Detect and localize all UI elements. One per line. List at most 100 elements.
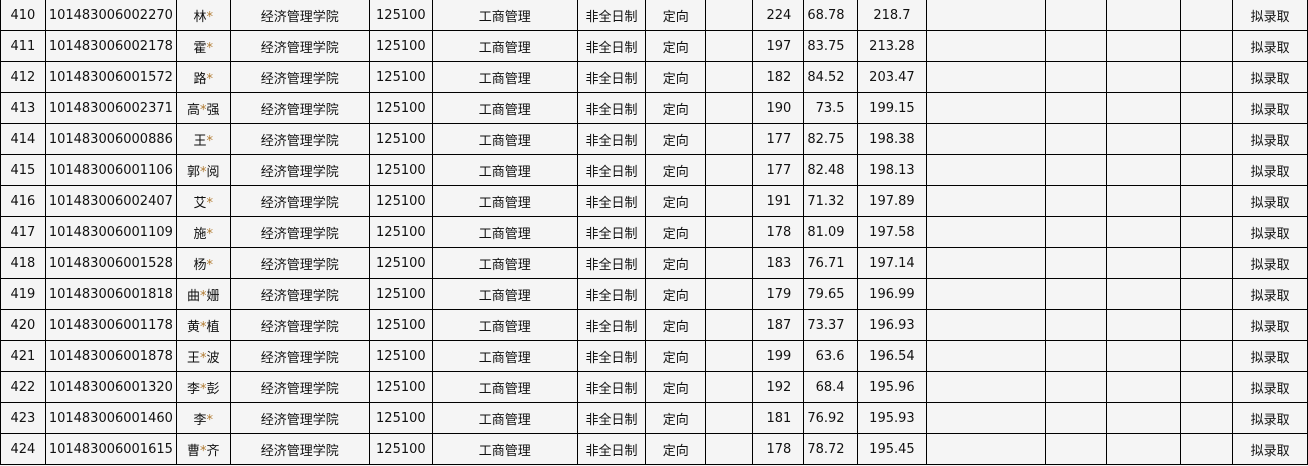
score-retest: 83.75	[803, 30, 858, 62]
row-number: 419	[0, 278, 46, 310]
row-number: 417	[0, 216, 46, 248]
empty-cell	[705, 154, 753, 186]
enrollment-type: 定向	[645, 61, 707, 93]
score-retest: 82.75	[803, 123, 858, 155]
empty-cell	[926, 371, 1046, 403]
candidate-name: 李*彭	[175, 371, 231, 403]
admission-status: 拟录取	[1232, 247, 1308, 279]
study-mode: 非全日制	[576, 154, 647, 186]
total-score: 203.47	[856, 61, 928, 93]
name-surname: 曹	[187, 443, 201, 459]
total-score: 213.28	[856, 30, 928, 62]
empty-cell	[926, 433, 1046, 465]
empty-cell	[1179, 154, 1234, 186]
enrollment-type: 定向	[645, 278, 707, 310]
candidate-id: 101483006001320	[44, 371, 177, 403]
empty-cell	[1044, 30, 1107, 62]
enrollment-type: 定向	[645, 402, 707, 434]
empty-cell	[926, 61, 1046, 93]
name-surname: 黄	[187, 319, 201, 335]
college: 经济管理学院	[229, 123, 370, 155]
empty-cell	[926, 123, 1046, 155]
mask-asterisk: *	[200, 319, 207, 335]
study-mode: 非全日制	[576, 433, 647, 465]
candidate-name: 路*	[175, 61, 231, 93]
table-row: 421 101483006001878 王*波 经济管理学院 125100 工商管理 非全日…	[0, 340, 1308, 372]
major: 工商管理	[431, 278, 578, 310]
empty-cell	[926, 402, 1046, 434]
candidate-id: 101483006001878	[44, 340, 177, 372]
major-code: 125100	[368, 123, 433, 155]
empty-cell	[1179, 371, 1234, 403]
candidate-name: 艾*	[175, 185, 231, 217]
score-initial: 182	[751, 61, 805, 93]
name-surname: 李	[193, 412, 207, 428]
admission-status: 拟录取	[1232, 433, 1308, 465]
name-given: 植	[206, 319, 220, 335]
study-mode: 非全日制	[576, 278, 647, 310]
table-row: 410 101483006002270 林* 经济管理学院 125100 工商管理 非全日制…	[0, 0, 1308, 31]
empty-cell	[926, 247, 1046, 279]
score-initial: 192	[751, 371, 805, 403]
admission-status: 拟录取	[1232, 216, 1308, 248]
name-surname: 王	[187, 350, 201, 366]
college: 经济管理学院	[229, 278, 370, 310]
empty-cell	[926, 154, 1046, 186]
empty-cell	[1179, 185, 1234, 217]
candidate-id: 101483006000886	[44, 123, 177, 155]
major: 工商管理	[431, 340, 578, 372]
name-given: 强	[206, 102, 220, 118]
candidate-name: 王*	[175, 123, 231, 155]
candidate-id: 101483006001109	[44, 216, 177, 248]
empty-cell	[1044, 154, 1107, 186]
mask-asterisk: *	[200, 350, 207, 366]
enrollment-type: 定向	[645, 371, 707, 403]
empty-cell	[1105, 185, 1181, 217]
name-surname: 曲	[187, 288, 201, 304]
empty-cell	[1044, 92, 1107, 124]
score-initial: 190	[751, 92, 805, 124]
major-code: 125100	[368, 0, 433, 31]
score-retest: 68.78	[803, 0, 858, 31]
score-retest: 63.6	[803, 340, 858, 372]
study-mode: 非全日制	[576, 92, 647, 124]
row-number: 418	[0, 247, 46, 279]
admission-status: 拟录取	[1232, 340, 1308, 372]
admission-status: 拟录取	[1232, 309, 1308, 341]
empty-cell	[1044, 216, 1107, 248]
row-number: 412	[0, 61, 46, 93]
total-score: 195.93	[856, 402, 928, 434]
enrollment-type: 定向	[645, 340, 707, 372]
score-initial: 178	[751, 433, 805, 465]
college: 经济管理学院	[229, 61, 370, 93]
major-code: 125100	[368, 216, 433, 248]
college: 经济管理学院	[229, 309, 370, 341]
row-number: 415	[0, 154, 46, 186]
major: 工商管理	[431, 92, 578, 124]
empty-cell	[1105, 0, 1181, 31]
college: 经济管理学院	[229, 92, 370, 124]
major: 工商管理	[431, 216, 578, 248]
major: 工商管理	[431, 247, 578, 279]
row-number: 420	[0, 309, 46, 341]
table-row: 420 101483006001178 黄*植 经济管理学院 125100 工商管理 非全日…	[0, 309, 1308, 341]
empty-cell	[705, 371, 753, 403]
candidate-name: 郭*阅	[175, 154, 231, 186]
empty-cell	[1179, 61, 1234, 93]
candidate-id: 101483006001818	[44, 278, 177, 310]
candidate-name: 林*	[175, 0, 231, 31]
mask-asterisk: *	[206, 412, 214, 428]
college: 经济管理学院	[229, 154, 370, 186]
empty-cell	[705, 0, 753, 31]
empty-cell	[1179, 278, 1234, 310]
admission-status: 拟录取	[1232, 30, 1308, 62]
total-score: 195.45	[856, 433, 928, 465]
table-row: 411 101483006002178 霍* 经济管理学院 125100 工商管理 非全日制…	[0, 30, 1308, 62]
major-code: 125100	[368, 61, 433, 93]
score-initial: 224	[751, 0, 805, 31]
empty-cell	[926, 92, 1046, 124]
empty-cell	[1044, 371, 1107, 403]
empty-cell	[1044, 340, 1107, 372]
table-row: 416 101483006002407 艾* 经济管理学院 125100 工商管理 非全日制…	[0, 185, 1308, 217]
major-code: 125100	[368, 309, 433, 341]
